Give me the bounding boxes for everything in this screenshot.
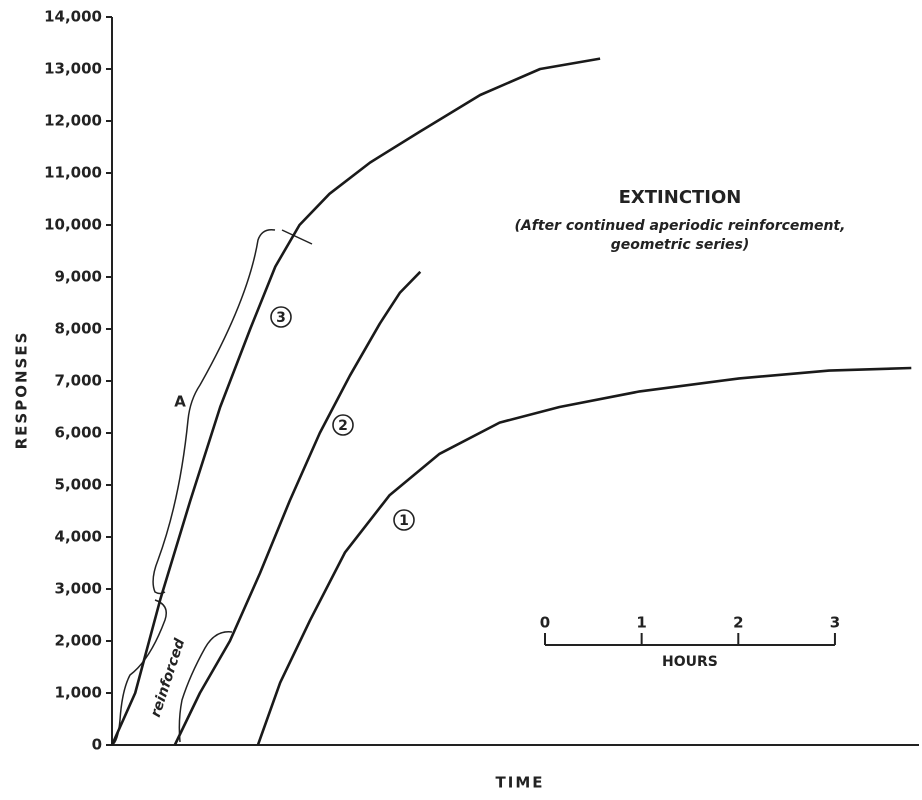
y-tick-label: 6,000 bbox=[55, 424, 102, 442]
y-tick-label: 4,000 bbox=[55, 528, 102, 546]
y-tick-label: 7,000 bbox=[55, 372, 102, 390]
annotation: geometric series) bbox=[611, 237, 750, 253]
legend-circle bbox=[332, 414, 354, 436]
bracket bbox=[178, 631, 233, 743]
bracket bbox=[152, 228, 276, 595]
bracket bbox=[111, 599, 167, 746]
y-tick-label: 8,000 bbox=[55, 320, 102, 338]
y-tick-label: 5,000 bbox=[55, 476, 102, 494]
annotation: A bbox=[174, 393, 186, 411]
series-label: 2 bbox=[338, 418, 348, 434]
annotation: EXTINCTION bbox=[619, 187, 742, 208]
y-tick-label: 11,000 bbox=[44, 164, 102, 182]
scale-bar-label: HOURS bbox=[662, 654, 718, 670]
scale-tick-label: 0 bbox=[540, 614, 550, 632]
y-tick-label: 3,000 bbox=[55, 580, 102, 598]
y-tick-label: 13,000 bbox=[44, 60, 102, 78]
series-line bbox=[256, 366, 912, 746]
y-tick-label: 2,000 bbox=[55, 632, 102, 650]
legend-circle bbox=[393, 509, 415, 531]
scale-tick-label: 3 bbox=[830, 614, 840, 632]
annotation: (After continued aperiodic reinforcement… bbox=[515, 218, 846, 234]
scale-tick-label: 1 bbox=[636, 614, 646, 632]
annotation: reinforced bbox=[148, 636, 189, 719]
y-tick-label: 14,000 bbox=[44, 8, 102, 26]
legend-circle bbox=[270, 306, 292, 328]
y-tick-label: 1,000 bbox=[55, 684, 102, 702]
y-tick-label: 0 bbox=[92, 736, 102, 754]
series-label: 3 bbox=[276, 310, 286, 326]
y-tick-label: 10,000 bbox=[44, 216, 102, 234]
y-tick-label: 9,000 bbox=[55, 268, 102, 286]
x-axis-label: TIME bbox=[496, 774, 545, 792]
series-label: 1 bbox=[399, 513, 409, 529]
series-line bbox=[173, 270, 422, 746]
series-line bbox=[110, 57, 601, 746]
y-tick-label: 12,000 bbox=[44, 112, 102, 130]
scale-tick-label: 2 bbox=[733, 614, 743, 632]
y-axis-label: RESPONSES bbox=[13, 331, 31, 450]
hash-mark bbox=[281, 229, 313, 245]
